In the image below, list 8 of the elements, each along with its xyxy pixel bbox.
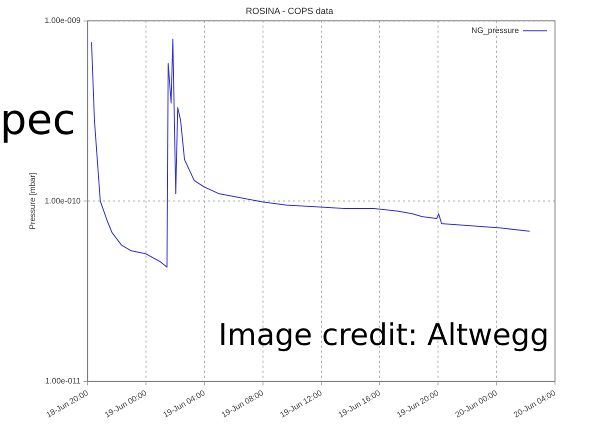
text: pec <box>0 95 76 144</box>
annotation: Image credit: Altwegg <box>218 318 549 353</box>
chart-title: ROSINA - COPS data <box>246 6 334 16</box>
y-tick-label: 1.00e-011 <box>45 376 82 386</box>
y-tick-label: 1.00e-010 <box>44 196 82 206</box>
y-axis-title: Pressure [mbar] <box>28 172 38 230</box>
y-tick-label: 1.00e-009 <box>44 16 82 26</box>
legend-label: NG_pressure <box>471 26 520 36</box>
